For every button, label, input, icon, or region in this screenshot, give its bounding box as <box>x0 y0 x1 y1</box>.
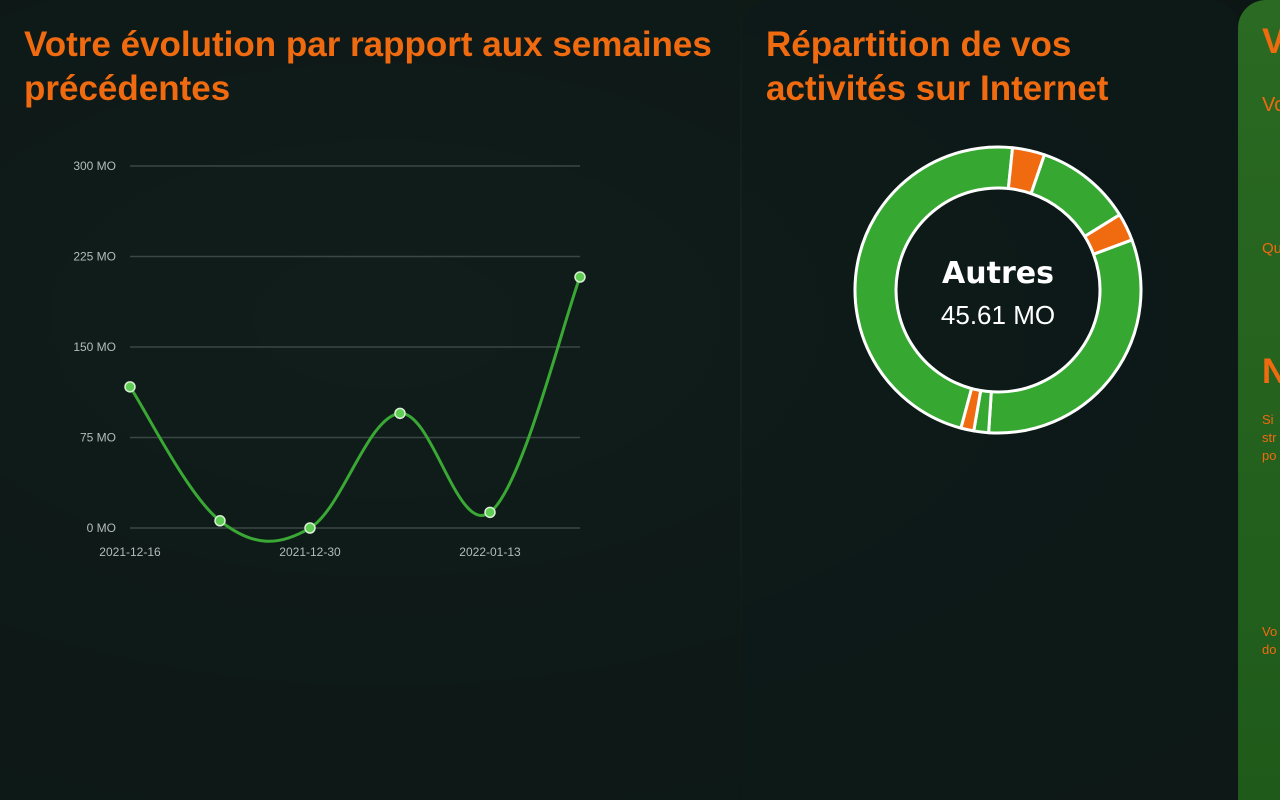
side-panel-heading: N <box>1262 352 1280 391</box>
evolution-panel: Votre évolution par rapport aux semaines… <box>0 0 740 800</box>
x-tick-label: 2021-12-16 <box>99 545 161 559</box>
x-tick-label: 2022-01-13 <box>459 545 521 559</box>
series-line <box>128 276 582 543</box>
activities-donut-chart <box>853 145 1143 435</box>
y-tick-label: 300 MO <box>73 159 116 173</box>
side-panel-partial: V Vo Qu N Si str po Vo do <box>1238 0 1280 800</box>
side-panel-para-3: po <box>1262 448 1277 463</box>
x-tick-label: 2021-12-30 <box>279 545 341 559</box>
side-panel-title: V <box>1262 22 1280 61</box>
evolution-title: Votre évolution par rapport aux semaines… <box>24 25 712 108</box>
activities-panel: Répartition de vos activités sur Interne… <box>742 0 1238 800</box>
donut-center-label: Autres <box>942 256 1054 291</box>
side-panel-para-1: Si <box>1262 412 1274 427</box>
side-panel-line1: Vo <box>1262 94 1280 116</box>
side-panel-para-2: str <box>1262 430 1277 445</box>
side-panel-footer-2: do <box>1262 642 1277 657</box>
y-tick-label: 0 MO <box>87 521 116 535</box>
donut-slice <box>853 145 1015 430</box>
data-point <box>124 381 136 393</box>
activities-title: Répartition de vos activités sur Interne… <box>766 25 1109 108</box>
y-tick-label: 75 MO <box>80 431 116 445</box>
data-point <box>574 271 586 283</box>
data-point <box>484 506 496 519</box>
data-point <box>304 522 316 534</box>
donut-center-value: 45.61 MO <box>940 300 1056 330</box>
y-tick-label: 150 MO <box>73 340 116 354</box>
side-panel-line2: Qu <box>1262 240 1280 257</box>
side-panel-footer-1: Vo <box>1262 624 1278 639</box>
data-point <box>214 515 226 527</box>
evolution-line-chart: 0 MO 75 MO 150 MO 225 MO 300 MO 2021-12-16 202… <box>73 159 586 559</box>
y-tick-label: 225 MO <box>73 250 116 264</box>
donut-slice <box>959 387 983 433</box>
data-point <box>394 407 406 420</box>
